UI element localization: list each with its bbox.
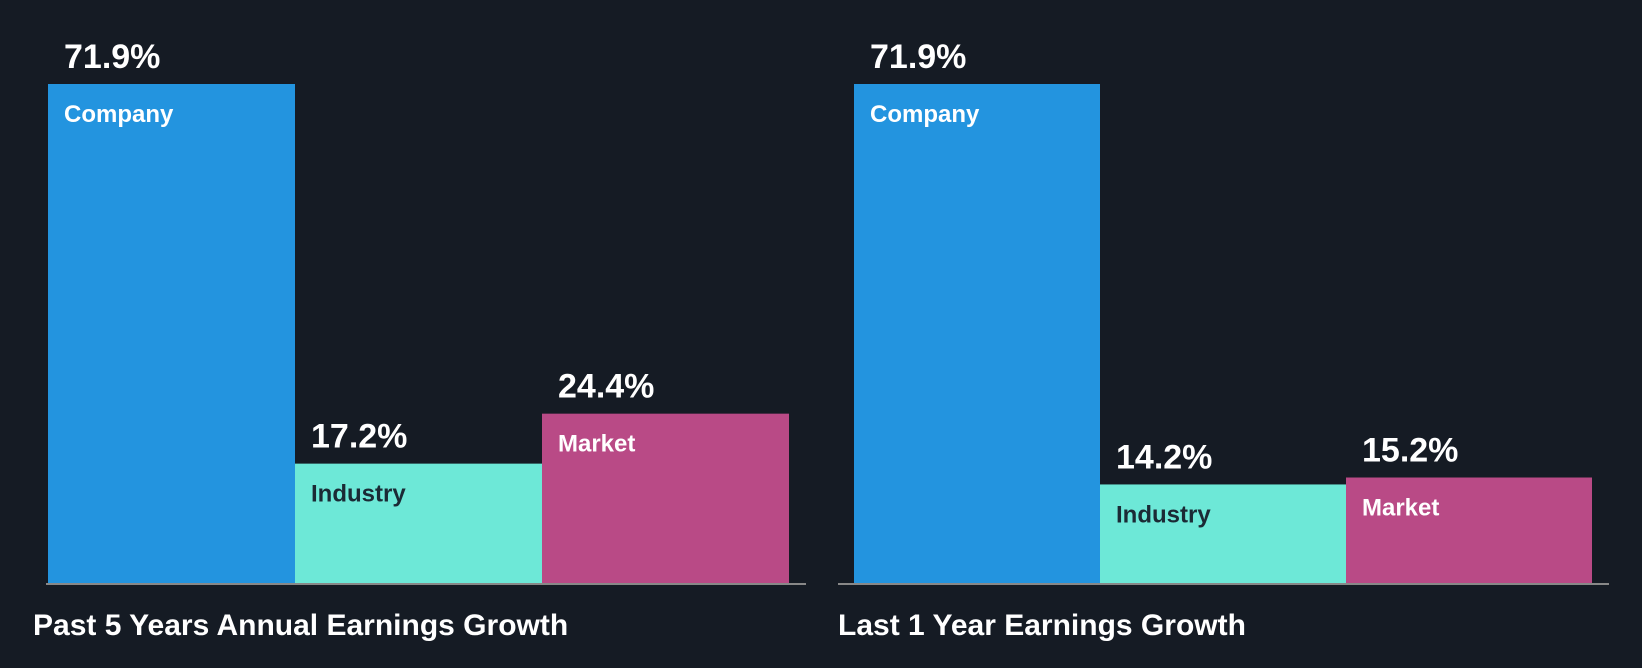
- category-label-company: Company: [64, 101, 174, 128]
- value-label-market: 15.2%: [1362, 432, 1458, 470]
- value-label-company: 71.9%: [870, 38, 966, 76]
- chart-title: Last 1 Year Earnings Growth: [838, 609, 1246, 642]
- bar-industry: [295, 463, 542, 583]
- bar-industry: [1100, 484, 1346, 583]
- bar-market: [1346, 477, 1592, 583]
- category-label-industry: Industry: [311, 481, 406, 508]
- bar-company: [48, 84, 295, 583]
- chart-title: Past 5 Years Annual Earnings Growth: [33, 609, 568, 642]
- chart-panel-1: Company 71.9% Industry 17.2% Market 24.4% Past…: [33, 38, 806, 642]
- value-label-market: 24.4%: [558, 368, 654, 406]
- bar-company: [854, 84, 1100, 583]
- value-label-industry: 17.2%: [311, 418, 407, 456]
- bar-market: [542, 413, 789, 583]
- category-label-market: Market: [1362, 495, 1439, 522]
- value-label-company: 71.9%: [64, 38, 160, 76]
- chart-panel-2: Company 71.9% Industry 14.2% Market 15.2% Last…: [838, 38, 1609, 642]
- category-label-industry: Industry: [1116, 501, 1211, 528]
- category-label-market: Market: [558, 431, 635, 458]
- category-label-company: Company: [870, 101, 980, 128]
- value-label-industry: 14.2%: [1116, 438, 1212, 476]
